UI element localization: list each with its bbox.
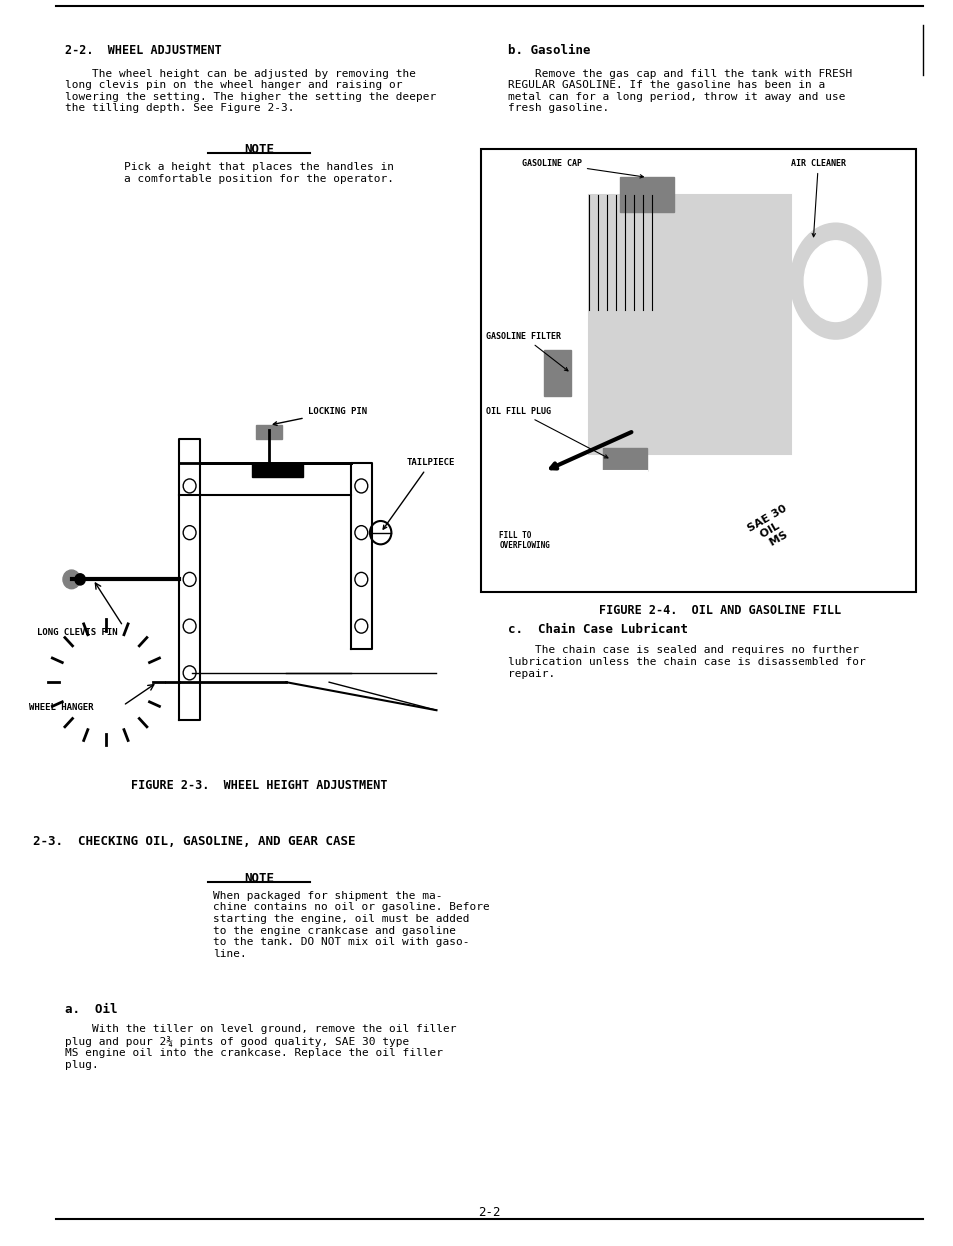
Circle shape xyxy=(92,668,118,697)
Text: a.  Oil: a. Oil xyxy=(65,1003,117,1015)
Circle shape xyxy=(67,640,145,724)
Text: Remove the gas cap and fill the tank with FRESH
REGULAR GASOLINE. If the gasolin: Remove the gas cap and fill the tank wit… xyxy=(508,69,851,113)
Text: NOTE: NOTE xyxy=(244,143,274,156)
Bar xyxy=(490,471,647,587)
Circle shape xyxy=(63,569,80,588)
Text: LONG CLEVIS PIN: LONG CLEVIS PIN xyxy=(37,628,118,638)
Bar xyxy=(252,462,303,476)
Text: WHEEL HANGER: WHEEL HANGER xyxy=(29,703,93,713)
Text: FIGURE 2-4.  OIL AND GASOLINE FILL: FIGURE 2-4. OIL AND GASOLINE FILL xyxy=(598,604,841,617)
Text: TAILPIECE: TAILPIECE xyxy=(383,459,455,530)
Circle shape xyxy=(75,573,85,584)
Bar xyxy=(664,471,906,587)
FancyBboxPatch shape xyxy=(481,148,916,592)
Bar xyxy=(255,425,281,439)
Text: 2-2.  WHEEL ADJUSTMENT: 2-2. WHEEL ADJUSTMENT xyxy=(65,44,222,56)
Text: FIGURE 2-3.  WHEEL HEIGHT ADJUSTMENT: FIGURE 2-3. WHEEL HEIGHT ADJUSTMENT xyxy=(131,779,387,791)
Bar xyxy=(543,350,571,396)
Text: GASOLINE CAP: GASOLINE CAP xyxy=(521,159,642,178)
Text: 2-3.  CHECKING OIL, GASOLINE, AND GEAR CASE: 2-3. CHECKING OIL, GASOLINE, AND GEAR CA… xyxy=(33,835,355,847)
Text: The chain case is sealed and requires no further
lubrication unless the chain ca: The chain case is sealed and requires no… xyxy=(508,645,865,679)
Text: Pick a height that places the handles in
a comfortable position for the operator: Pick a height that places the handles in… xyxy=(124,162,394,183)
Bar xyxy=(588,212,722,282)
Circle shape xyxy=(803,240,866,321)
Text: SAE 30
  OIL
   MS: SAE 30 OIL MS xyxy=(745,503,800,554)
Bar xyxy=(619,177,674,212)
Text: The wheel height can be adjusted by removing the
long clevis pin on the wheel ha: The wheel height can be adjusted by remo… xyxy=(65,69,436,113)
Bar xyxy=(602,449,647,471)
Bar xyxy=(588,194,790,454)
Text: FILL TO
OVERFLOWING: FILL TO OVERFLOWING xyxy=(499,531,550,551)
Text: 2-2: 2-2 xyxy=(477,1206,500,1219)
Text: LOCKING PIN: LOCKING PIN xyxy=(273,406,366,425)
Text: AIR CLEANER: AIR CLEANER xyxy=(790,159,845,237)
Text: b. Gasoline: b. Gasoline xyxy=(508,44,590,56)
Text: NOTE: NOTE xyxy=(244,872,274,885)
Circle shape xyxy=(46,617,166,748)
Text: When packaged for shipment the ma-
chine contains no oil or gasoline. Before
sta: When packaged for shipment the ma- chine… xyxy=(213,891,489,959)
Text: OIL FILL PLUG: OIL FILL PLUG xyxy=(485,406,607,459)
Circle shape xyxy=(790,223,880,339)
Text: c.  Chain Case Lubricant: c. Chain Case Lubricant xyxy=(508,623,687,635)
Text: With the tiller on level ground, remove the oil filler
plug and pour 2¾ pints of: With the tiller on level ground, remove … xyxy=(65,1024,456,1070)
Text: GASOLINE FILTER: GASOLINE FILTER xyxy=(485,331,567,371)
